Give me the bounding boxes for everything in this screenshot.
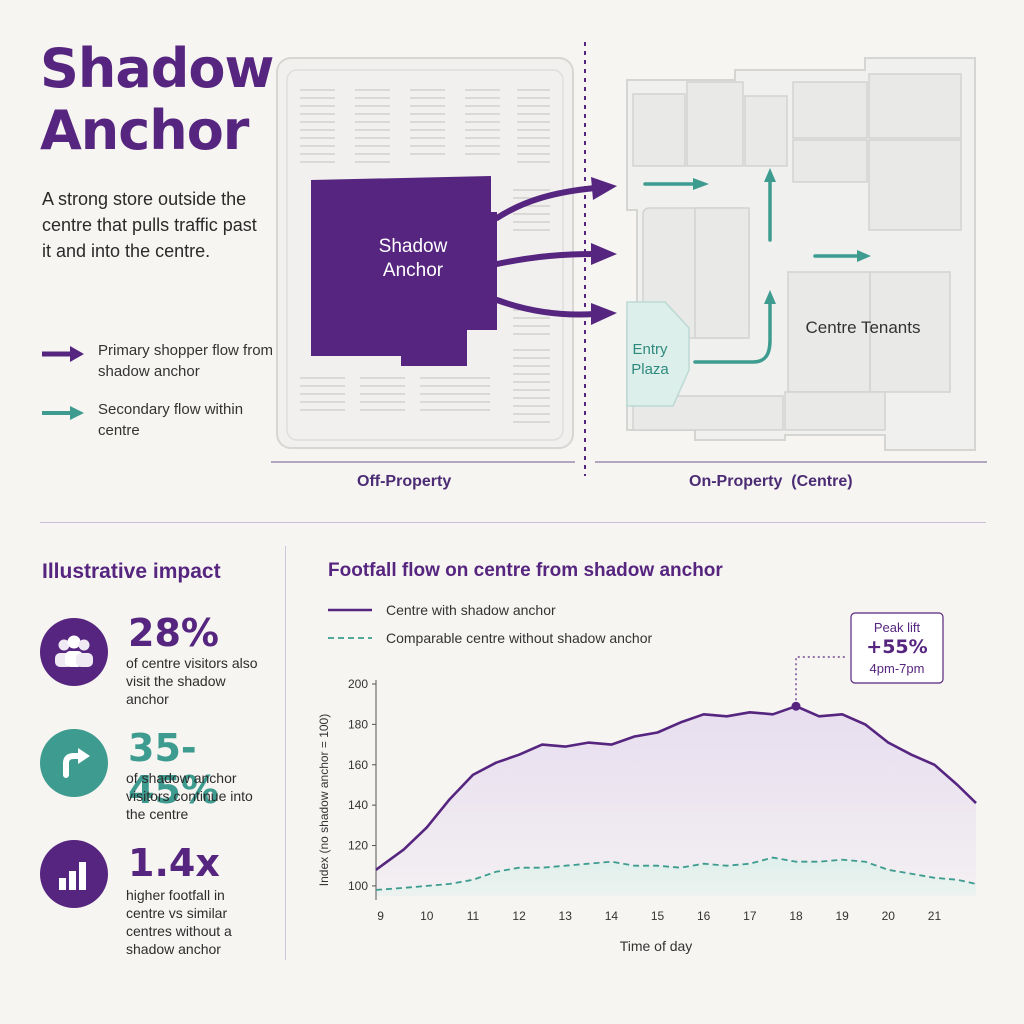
shadow-anchor-building xyxy=(311,176,497,366)
chart-title: Footfall flow on centre from shadow anch… xyxy=(328,560,723,581)
x-tick-label: 15 xyxy=(651,909,665,923)
on-property-label: On-Property (Centre) xyxy=(689,473,853,490)
centre-tenants-label: Centre Tenants xyxy=(805,318,921,337)
y-tick-label: 200 xyxy=(348,677,368,691)
series-line-with-anchor xyxy=(375,704,977,871)
teal-arrow-icon xyxy=(42,406,84,420)
y-tick-label: 180 xyxy=(348,717,368,731)
anchor-label-line-1: Shadow xyxy=(378,236,448,257)
legend-label-baseline: Comparable centre without shadow anchor xyxy=(386,630,652,646)
purple-arrow-icon xyxy=(42,346,84,362)
turn-arrow-icon xyxy=(40,729,108,797)
stat-visitors: 28% of centre visitors also visit the sh… xyxy=(40,612,280,714)
peak-label: Peak lift xyxy=(874,620,921,635)
primary-arrowheads xyxy=(591,177,617,325)
stat-text: of centre visitors also visit the shadow… xyxy=(126,655,258,707)
entry-label-line-1: Entry xyxy=(632,341,668,358)
section-divider xyxy=(40,522,986,523)
peak-marker xyxy=(791,701,801,711)
x-tick-label: 21 xyxy=(928,909,942,923)
anchor-label-line-2: Anchor xyxy=(382,260,444,281)
anchor-label: Shadow Anchor xyxy=(357,235,469,283)
column-divider xyxy=(285,546,286,960)
peak-range: 4pm-7pm xyxy=(870,661,925,676)
page-title: Shadow Anchor xyxy=(40,37,274,162)
stat-text: of shadow anchor visitors continue into … xyxy=(126,770,253,822)
baseline-area xyxy=(376,857,976,896)
title-line-1: Shadow xyxy=(40,37,274,100)
series-line-baseline xyxy=(375,856,977,891)
legend-secondary-label: Secondary flow within centre xyxy=(98,401,244,439)
title-line-2: Anchor xyxy=(40,99,249,162)
stat-value: 28% xyxy=(128,611,219,655)
x-axis-label: Time of day xyxy=(620,938,693,954)
x-tick-label: 20 xyxy=(882,909,896,923)
stat-value: 35-45% xyxy=(128,726,219,812)
stat-text: higher footfall in centre vs similar cen… xyxy=(126,887,232,957)
site-plan xyxy=(271,42,987,476)
peak-leader-line xyxy=(795,656,846,701)
stat-value: 1.4x xyxy=(128,841,220,885)
off-property-label: Off-Property xyxy=(357,473,452,490)
secondary-flow-arrows xyxy=(643,178,861,364)
entry-plaza-label: Entry Plaza xyxy=(625,340,675,380)
y-tick-label: 160 xyxy=(348,758,368,772)
x-tick-label: 14 xyxy=(605,909,619,923)
primary-flow-arrows xyxy=(494,185,598,318)
x-tick-label: 11 xyxy=(467,909,480,923)
peak-value: +55% xyxy=(866,636,927,658)
site-diagram: Shadow Anchor Entry Plaza Centre Tenants… xyxy=(265,40,995,510)
people-icon xyxy=(40,618,108,686)
y-tick-label: 140 xyxy=(348,798,368,812)
secondary-arrowheads xyxy=(693,168,871,304)
x-tick-label: 9 xyxy=(377,909,384,923)
x-tick-label: 13 xyxy=(559,909,573,923)
stat-continue: 35-45% of shadow anchor visitors continu… xyxy=(40,726,280,825)
description: A strong store outside the centre that p… xyxy=(42,189,257,261)
x-tick-label: 10 xyxy=(420,909,434,923)
x-tick-label: 19 xyxy=(835,909,849,923)
impact-title: Illustrative impact xyxy=(42,560,221,583)
x-tick-label: 12 xyxy=(512,909,526,923)
legend-primary-label: Primary shopper flow from shadow anchor xyxy=(98,342,274,380)
bar-chart-icon xyxy=(40,840,108,908)
x-tick-label: 18 xyxy=(789,909,803,923)
uplift-area xyxy=(376,706,976,890)
footfall-chart: 100 120 140 160 180 200 9 10 11 12 13 14 15 16 17 18 19 2… xyxy=(317,602,977,954)
x-tick-label: 17 xyxy=(743,909,757,923)
entry-label-line-2: Plaza xyxy=(631,361,669,378)
y-tick-label: 120 xyxy=(348,839,368,853)
peak-callout xyxy=(850,612,944,684)
centre-units xyxy=(632,73,962,431)
y-tick-label: 100 xyxy=(348,879,368,893)
stat-footfall: 1.4x higher footfall in centre vs simila… xyxy=(40,840,280,960)
y-axis-label: Index (no shadow anchor = 100) xyxy=(317,714,331,886)
legend-label-with-anchor: Centre with shadow anchor xyxy=(386,602,556,618)
entry-plaza xyxy=(626,301,690,407)
x-tick-label: 16 xyxy=(697,909,711,923)
